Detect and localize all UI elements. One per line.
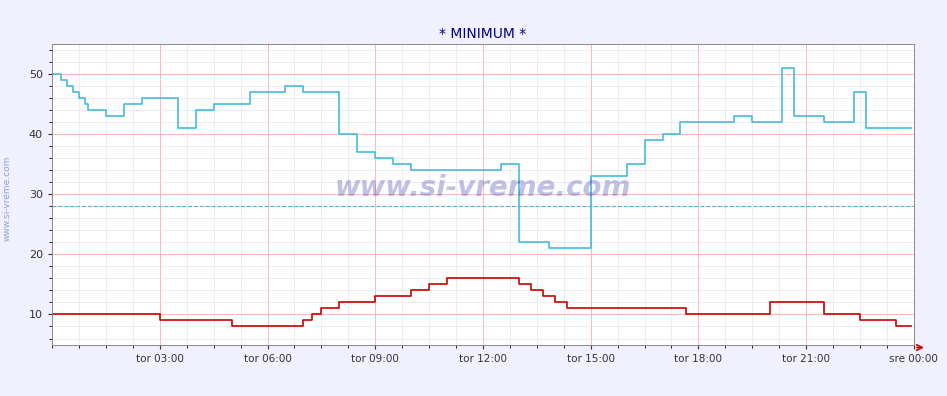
Text: www.si-vreme.com: www.si-vreme.com: [3, 155, 12, 241]
Text: www.si-vreme.com: www.si-vreme.com: [334, 174, 632, 202]
Title: * MINIMUM *: * MINIMUM *: [439, 27, 527, 41]
